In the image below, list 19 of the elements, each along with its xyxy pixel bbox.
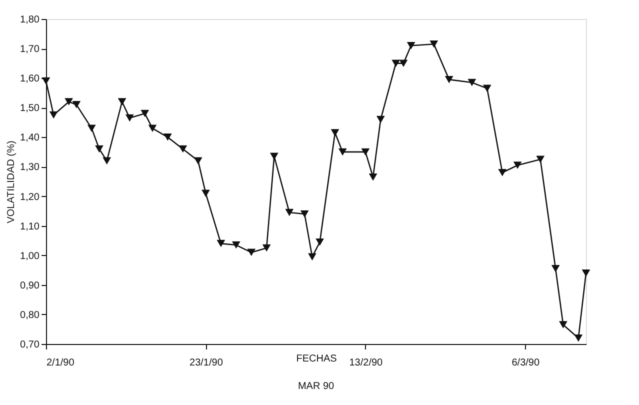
y-tick-label: 1,70 <box>20 44 40 56</box>
y-axis-title: VOLATILIDAD (%) <box>6 140 18 224</box>
y-tick-label: 1,20 <box>20 192 40 203</box>
text: MAR 90 <box>298 381 334 392</box>
y-tick-label: 1,80 <box>20 14 40 26</box>
y-tick-label: 1,00 <box>20 250 40 262</box>
x-tick-label: 13/2/90 <box>349 358 384 368</box>
y-tick-label: 1,40 <box>20 132 40 144</box>
y-tick-label: 0,70 <box>20 340 40 350</box>
x-tick-label: 6/3/90 <box>512 358 540 368</box>
y-tick-label: 1,50 <box>20 103 40 114</box>
y-tick-label: 0,80 <box>20 310 40 321</box>
y-tick-label: 0,90 <box>20 280 40 292</box>
y-tick-label: 1,60 <box>20 74 40 85</box>
x-tick-label: 2/1/90 <box>46 358 75 368</box>
x-tick-label: 23/1/90 <box>190 358 224 368</box>
y-tick-label: 1,10 <box>20 221 40 232</box>
y-tick-label: 1,30 <box>20 162 40 174</box>
x-axis-title: FECHAS <box>296 354 338 364</box>
